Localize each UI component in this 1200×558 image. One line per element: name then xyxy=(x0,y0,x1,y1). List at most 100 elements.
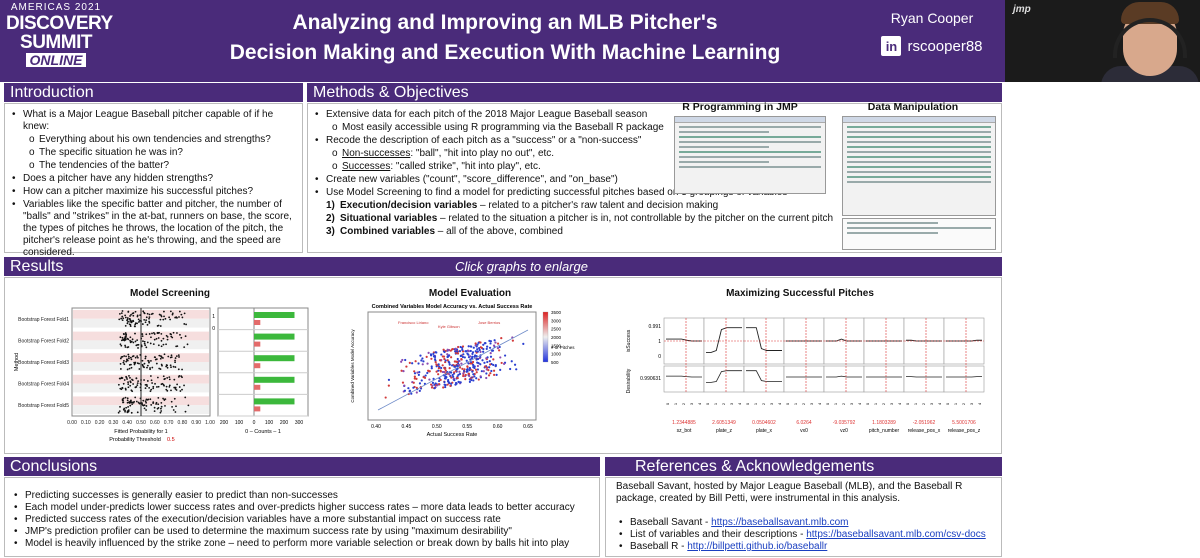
group-1-text: – related to a pitcher's raw talent and … xyxy=(477,200,719,211)
profiler-x-tick: 2 xyxy=(801,402,806,405)
evaluation-point xyxy=(428,378,431,381)
evaluation-point xyxy=(469,349,472,353)
evaluation-point xyxy=(416,371,419,374)
screening-point xyxy=(117,411,120,414)
r-programming-screenshot[interactable] xyxy=(674,116,826,194)
evaluation-point xyxy=(437,367,441,370)
screening-point xyxy=(157,403,160,406)
evaluation-point xyxy=(422,376,425,379)
screening-point xyxy=(120,312,123,314)
screening-point xyxy=(128,402,131,404)
evaluation-point xyxy=(413,372,417,375)
screening-point xyxy=(172,365,175,368)
screening-point xyxy=(162,318,165,321)
screening-x-tick: 1.00 xyxy=(205,420,215,426)
screening-point xyxy=(144,344,147,347)
intro-item: How can a pitcher maximize his successfu… xyxy=(9,186,298,198)
model-screening-chart[interactable]: Bootstrap Forest Fold1 Bootstrap Forest F… xyxy=(12,300,324,448)
screening-point xyxy=(126,378,128,380)
screening-point xyxy=(147,398,150,401)
screening-row-label: Bootstrap Forest Fold2 xyxy=(18,338,69,344)
screening-point xyxy=(137,380,140,383)
reference-link[interactable]: https://baseballsavant.mlb.com xyxy=(711,517,849,528)
reference-link[interactable]: http://billpetti.github.io/baseballr xyxy=(687,541,828,552)
evaluation-point xyxy=(452,377,456,380)
screening-point xyxy=(166,338,169,341)
reference-link[interactable]: https://baseballsavant.mlb.com/csv-docs xyxy=(806,529,986,540)
conclusions-heading: Conclusions xyxy=(4,457,600,476)
count-bar-success xyxy=(254,312,295,318)
evaluation-point xyxy=(422,360,425,363)
screening-xlabel2: Probability Threshold xyxy=(109,437,161,443)
screening-point xyxy=(173,378,176,381)
evaluation-point xyxy=(499,356,502,359)
discovery-summit-logo: AMERICAS 2021 DISCOVERY SUMMIT ONLINE xyxy=(6,3,113,69)
profiler-cell-bottom xyxy=(943,365,985,393)
evaluation-point xyxy=(448,361,451,364)
linkedin-handle[interactable]: in rscooper88 xyxy=(867,36,997,56)
screening-point xyxy=(165,385,168,388)
profiler-cell-bottom xyxy=(663,365,705,393)
evaluation-point xyxy=(460,358,463,361)
screening-point xyxy=(125,376,128,379)
screening-point xyxy=(183,384,185,387)
conclusion-item: Predicting successes is generally easier… xyxy=(11,490,593,502)
references-list: Baseball Savant - https://baseballsavant… xyxy=(616,517,991,553)
evaluation-point xyxy=(408,390,411,393)
screening-point xyxy=(136,315,139,318)
evaluation-point xyxy=(413,375,416,378)
screening-point xyxy=(144,357,147,360)
reference-item: Baseball R - http://billpetti.github.io/… xyxy=(616,541,991,553)
profiler-y-tick: 0 xyxy=(658,354,661,360)
evaluation-point xyxy=(418,371,421,374)
evaluation-point xyxy=(489,355,493,358)
evaluation-point xyxy=(449,384,452,387)
screening-point xyxy=(127,310,130,313)
screening-point xyxy=(157,344,160,347)
screening-point xyxy=(180,313,183,316)
evaluation-point xyxy=(488,346,492,349)
screening-point xyxy=(149,367,151,369)
evaluation-point xyxy=(457,373,460,376)
screening-point xyxy=(144,355,147,358)
evaluation-point xyxy=(430,367,433,370)
evaluation-point xyxy=(441,355,444,358)
screening-point xyxy=(124,337,126,340)
succ-label: Successes xyxy=(342,161,391,172)
profiler-x-tick: 3 xyxy=(809,402,814,405)
screening-point xyxy=(171,313,174,316)
evaluation-point xyxy=(430,386,434,389)
screening-point xyxy=(124,335,127,338)
evaluation-point xyxy=(425,355,428,359)
profiler-x-tick: 4 xyxy=(777,402,782,405)
screening-point xyxy=(162,383,165,386)
screening-point xyxy=(168,376,171,379)
conclusions-list: Predicting successes is generally easier… xyxy=(11,490,593,550)
evaluation-point xyxy=(426,362,429,365)
screening-point xyxy=(145,319,148,322)
evaluation-point xyxy=(477,378,480,381)
threshold-value: 0.5 xyxy=(167,437,175,443)
script-snippet-screenshot[interactable] xyxy=(842,218,996,250)
evaluation-point xyxy=(464,373,467,377)
screening-point xyxy=(184,396,187,399)
profiler-cell-bottom xyxy=(903,365,945,393)
data-manipulation-screenshot[interactable] xyxy=(842,116,996,216)
model-evaluation-chart[interactable]: Combined Variables Model Accuracy vs. Ac… xyxy=(340,300,590,448)
screening-point xyxy=(157,407,160,409)
screening-point xyxy=(126,322,129,325)
evaluation-point xyxy=(513,363,517,366)
screening-point xyxy=(133,325,136,328)
methods-item-2: Recode the description of each pitch as … xyxy=(312,135,832,147)
intro-box: What is a Major League Baseball pitcher … xyxy=(4,103,303,258)
evaluation-point xyxy=(484,341,487,345)
screening-point xyxy=(127,320,129,323)
screening-point xyxy=(125,406,128,409)
evaluation-point xyxy=(469,358,472,361)
screening-point xyxy=(134,310,137,313)
nonsucc-label: Non-successes xyxy=(342,148,411,159)
screening-point xyxy=(136,339,139,342)
screening-x-tick: 0.90 xyxy=(191,420,201,426)
evaluation-point xyxy=(426,371,429,375)
